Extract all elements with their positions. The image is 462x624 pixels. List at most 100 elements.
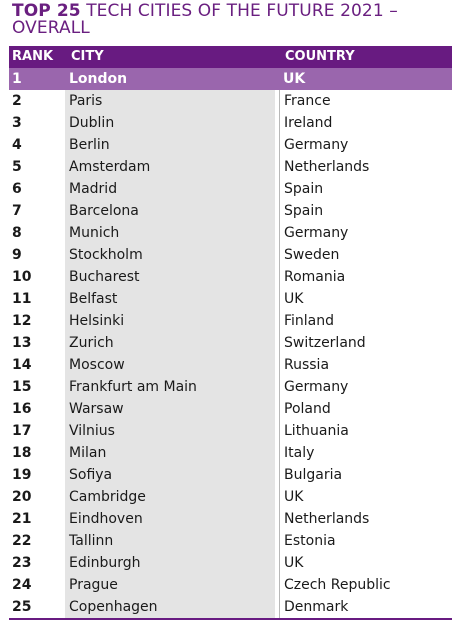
- country-cell: Sweden: [279, 244, 452, 266]
- table-row: 14 Moscow Russia: [9, 354, 452, 376]
- table-row: 1 London UK: [9, 68, 452, 90]
- city-cell: Warsaw: [65, 398, 275, 420]
- rank-cell: 2: [12, 93, 22, 109]
- city-cell: Amsterdam: [65, 156, 275, 178]
- country-cell: Switzerland: [279, 332, 452, 354]
- table-row: 23 Edinburgh UK: [9, 552, 452, 574]
- table-row: 25 Copenhagen Denmark: [9, 596, 452, 618]
- city-cell: Sofiya: [65, 464, 275, 486]
- country-cell: UK: [279, 486, 452, 508]
- country-cell: Ireland: [279, 112, 452, 134]
- rank-cell: 21: [12, 511, 32, 527]
- table-row: 10 Bucharest Romania: [9, 266, 452, 288]
- header-country: COUNTRY: [285, 49, 355, 64]
- country-cell: Romania: [279, 266, 452, 288]
- country-cell: Denmark: [279, 596, 452, 618]
- country-cell: France: [279, 90, 452, 112]
- header-rank: RANK: [12, 49, 54, 64]
- city-cell: Belfast: [65, 288, 275, 310]
- country-cell: Bulgaria: [279, 464, 452, 486]
- city-cell: Moscow: [65, 354, 275, 376]
- rank-cell: 25: [12, 599, 32, 615]
- rank-cell: 20: [12, 489, 32, 505]
- country-cell: Spain: [279, 178, 452, 200]
- rank-cell: 9: [12, 247, 22, 263]
- rank-cell: 13: [12, 335, 32, 351]
- table-row: 9 Stockholm Sweden: [9, 244, 452, 266]
- table-row: 12 Helsinki Finland: [9, 310, 452, 332]
- city-cell: Madrid: [65, 178, 275, 200]
- table-bottom-rule: [9, 618, 452, 620]
- table-row: 4 Berlin Germany: [9, 134, 452, 156]
- country-cell: Estonia: [279, 530, 452, 552]
- city-cell: Frankfurt am Main: [65, 376, 275, 398]
- country-cell: UK: [279, 288, 452, 310]
- rank-cell: 10: [12, 269, 32, 285]
- rank-cell: 7: [12, 203, 22, 219]
- city-cell: Bucharest: [65, 266, 275, 288]
- title-line-2: OVERALL: [12, 18, 90, 38]
- table-row: 5 Amsterdam Netherlands: [9, 156, 452, 178]
- table-row: 11 Belfast UK: [9, 288, 452, 310]
- rank-cell: 1: [12, 71, 22, 87]
- city-cell: Copenhagen: [65, 596, 275, 618]
- table-row: 18 Milan Italy: [9, 442, 452, 464]
- table-body: 1 London UK 2 Paris France 3 Dublin Ireland 4 Berl…: [9, 68, 452, 618]
- country-cell: Germany: [279, 134, 452, 156]
- table-row: 20 Cambridge UK: [9, 486, 452, 508]
- table-row: 22 Tallinn Estonia: [9, 530, 452, 552]
- rank-cell: 17: [12, 423, 32, 439]
- table-row: 13 Zurich Switzerland: [9, 332, 452, 354]
- city-cell: Paris: [65, 90, 275, 112]
- country-cell: Lithuania: [279, 420, 452, 442]
- title-rest: TECH CITIES OF THE FUTURE 2021 –: [86, 1, 398, 21]
- table-row: 3 Dublin Ireland: [9, 112, 452, 134]
- rank-cell: 12: [12, 313, 32, 329]
- city-cell: Edinburgh: [65, 552, 275, 574]
- city-cell: Dublin: [65, 112, 275, 134]
- table-row: 2 Paris France: [9, 90, 452, 112]
- page-title: TOP 25 TECH CITIES OF THE FUTURE 2021 – …: [12, 3, 452, 37]
- table-row: 15 Frankfurt am Main Germany: [9, 376, 452, 398]
- rank-cell: 22: [12, 533, 32, 549]
- table-row: 6 Madrid Spain: [9, 178, 452, 200]
- country-cell: Spain: [279, 200, 452, 222]
- table-row: 7 Barcelona Spain: [9, 200, 452, 222]
- country-cell: Russia: [279, 354, 452, 376]
- country-cell: Germany: [279, 376, 452, 398]
- rank-cell: 23: [12, 555, 32, 571]
- country-cell: Netherlands: [279, 508, 452, 530]
- country-cell: Finland: [279, 310, 452, 332]
- city-cell: Berlin: [65, 134, 275, 156]
- rank-cell: 3: [12, 115, 22, 131]
- table-row: 24 Prague Czech Republic: [9, 574, 452, 596]
- city-cell: Barcelona: [65, 200, 275, 222]
- city-cell: Cambridge: [65, 486, 275, 508]
- rank-cell: 5: [12, 159, 22, 175]
- city-cell: Munich: [65, 222, 275, 244]
- table-row: 17 Vilnius Lithuania: [9, 420, 452, 442]
- title-line-1: TOP 25 TECH CITIES OF THE FUTURE 2021 –: [12, 3, 452, 20]
- rank-cell: 14: [12, 357, 32, 373]
- city-cell: Milan: [65, 442, 275, 464]
- country-cell: Germany: [279, 222, 452, 244]
- city-cell: London: [69, 71, 128, 87]
- header-city: CITY: [71, 49, 104, 64]
- rank-cell: 11: [12, 291, 32, 307]
- rank-cell: 6: [12, 181, 22, 197]
- rank-cell: 8: [12, 225, 22, 241]
- rank-cell: 24: [12, 577, 32, 593]
- city-cell: Vilnius: [65, 420, 275, 442]
- rank-cell: 19: [12, 467, 32, 483]
- rankings-table: RANK CITY COUNTRY 1 London UK 2 Paris France 3…: [9, 46, 452, 620]
- city-cell: Helsinki: [65, 310, 275, 332]
- city-cell: Prague: [65, 574, 275, 596]
- table-row: 19 Sofiya Bulgaria: [9, 464, 452, 486]
- country-cell: UK: [283, 71, 306, 87]
- city-cell: Zurich: [65, 332, 275, 354]
- city-cell: Eindhoven: [65, 508, 275, 530]
- rank-cell: 18: [12, 445, 32, 461]
- country-cell: Czech Republic: [279, 574, 452, 596]
- table-row: 8 Munich Germany: [9, 222, 452, 244]
- table-row: 21 Eindhoven Netherlands: [9, 508, 452, 530]
